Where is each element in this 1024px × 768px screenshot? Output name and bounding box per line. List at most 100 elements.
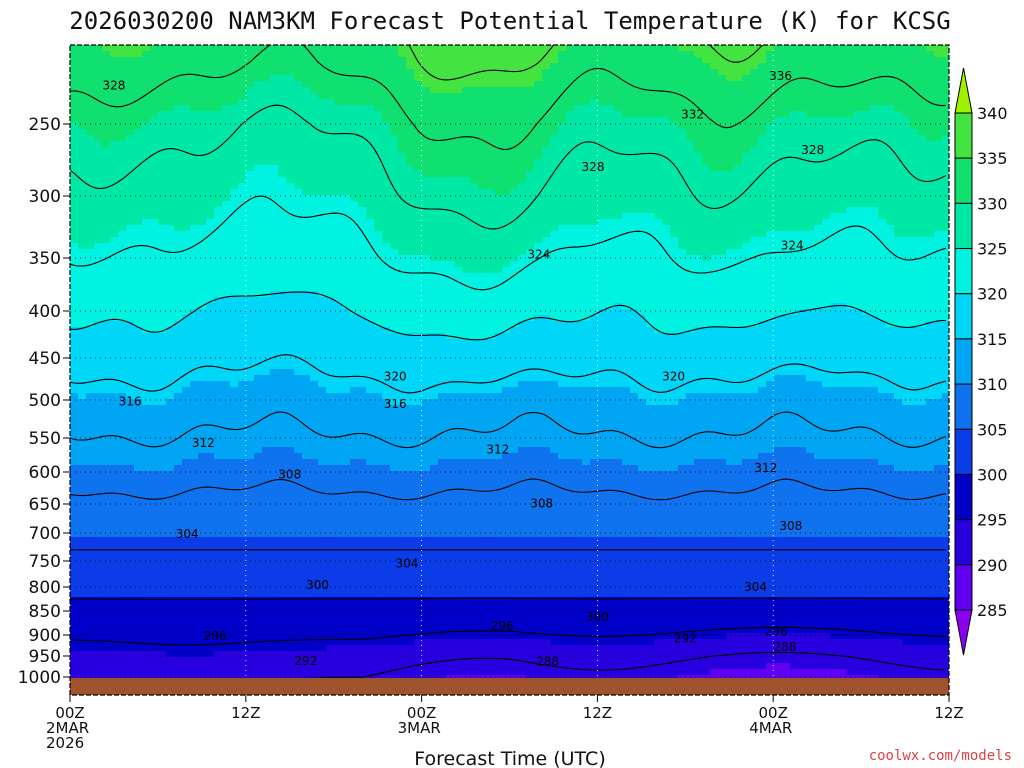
color-band-cell: [710, 327, 719, 394]
color-band-cell: [414, 537, 423, 598]
colorbar-segment: [954, 157, 973, 204]
color-band-cell: [190, 381, 199, 460]
color-band-cell: [350, 459, 359, 538]
color-band-cell: [806, 45, 815, 118]
color-band-cell: [630, 645, 639, 688]
contour-label: 304: [395, 557, 418, 571]
color-band-cell: [510, 327, 519, 388]
color-band-cell: [406, 69, 415, 166]
color-band-cell: [278, 291, 287, 370]
color-band-cell: [238, 459, 247, 538]
ground-surface: [70, 678, 949, 695]
color-band-cell: [454, 339, 463, 394]
contour-label-group: 316: [119, 395, 142, 409]
color-band-cell: [238, 45, 247, 100]
color-band-cell: [782, 597, 791, 634]
color-band-cell: [358, 645, 367, 695]
color-band-cell: [518, 537, 527, 598]
color-band-cell: [358, 597, 367, 646]
color-band-cell: [158, 597, 167, 652]
color-band-cell: [934, 645, 943, 688]
color-band-cell: [862, 111, 871, 208]
color-band-cell: [774, 231, 783, 316]
color-band-cell: [334, 303, 343, 394]
color-band-cell: [718, 459, 727, 538]
color-band-cell: [246, 459, 255, 538]
color-band-cell: [430, 465, 439, 538]
color-band-cell: [630, 213, 639, 310]
color-band-cell: [806, 633, 815, 670]
color-band-cell: [230, 297, 239, 388]
color-band-cell: [606, 459, 615, 538]
color-band-cell: [670, 639, 679, 682]
color-band-cell: [262, 45, 271, 82]
color-band-cell: [366, 219, 375, 322]
color-band-cell: [726, 393, 735, 466]
color-band-cell: [302, 537, 311, 598]
color-band-cell: [222, 105, 231, 202]
color-band-cell: [246, 45, 255, 88]
color-band-cell: [790, 633, 799, 670]
color-band-cell: [582, 465, 591, 538]
color-band-cell: [174, 537, 183, 598]
color-band-cell: [278, 597, 287, 652]
color-band-cell: [550, 537, 559, 598]
color-band-cell: [822, 597, 831, 634]
color-band-cell: [198, 111, 207, 226]
color-band-cell: [926, 141, 935, 238]
color-band-cell: [318, 597, 327, 652]
color-band-cell: [742, 597, 751, 634]
color-band-cell: [726, 81, 735, 172]
color-band-cell: [126, 135, 135, 226]
color-band-cell: [838, 387, 847, 460]
color-band-cell: [342, 195, 351, 310]
contour-label: 296: [204, 629, 227, 643]
colorbar-segment: [954, 112, 973, 159]
color-band-cell: [886, 327, 895, 394]
contour-label-group: 332: [681, 108, 704, 122]
color-band-cell: [158, 537, 167, 598]
color-band-cell: [766, 537, 775, 598]
color-band-cell: [566, 45, 575, 112]
color-band-cell: [86, 249, 95, 328]
color-band-cell: [870, 639, 879, 676]
color-band-cell: [70, 537, 79, 598]
color-band-cell: [694, 255, 703, 328]
color-band-cell: [686, 141, 695, 256]
color-band-cell: [590, 315, 599, 388]
color-band-cell: [470, 597, 479, 640]
color-band-cell: [310, 93, 319, 196]
color-band-cell: [158, 651, 167, 695]
color-band-cell: [846, 117, 855, 208]
color-band-cell: [902, 237, 911, 328]
color-band-cell: [470, 273, 479, 340]
colorbar-label: 305: [977, 420, 1008, 439]
color-band-cell: [654, 471, 663, 538]
color-band-cell: [750, 597, 759, 634]
colorbar-label: 285: [977, 601, 1008, 620]
color-band-cell: [502, 453, 511, 538]
color-band-cell: [414, 597, 423, 640]
color-band-cell: [574, 225, 583, 322]
color-band-cell: [102, 321, 111, 394]
color-band-cell: [894, 399, 903, 472]
contour-label-group: 304: [176, 527, 199, 541]
color-band-cell: [454, 597, 463, 640]
color-band-cell: [270, 165, 279, 292]
color-band-cell: [206, 45, 215, 112]
contour-label: 292: [674, 631, 697, 645]
color-band-cell: [806, 231, 815, 310]
color-band-cell: [918, 471, 927, 538]
color-band-cell: [78, 249, 87, 328]
color-band-cell: [94, 243, 103, 322]
color-band-cell: [478, 597, 487, 640]
color-band-cell: [678, 537, 687, 598]
color-band-cell: [462, 45, 471, 88]
x-tick-label: 12Z: [583, 704, 612, 722]
color-band-cell: [278, 447, 287, 538]
color-band-cell: [110, 45, 119, 58]
color-band-cell: [462, 597, 471, 640]
color-band-cell: [686, 639, 695, 676]
color-band-cell: [382, 243, 391, 328]
color-band-cell: [918, 135, 927, 238]
